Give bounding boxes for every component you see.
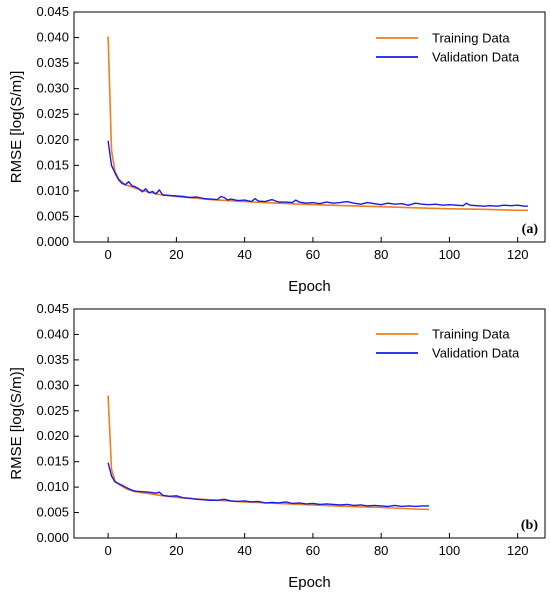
x-tick-label: 20 xyxy=(169,247,183,262)
y-tick-label: 0.040 xyxy=(36,326,69,341)
legend-label: Training Data xyxy=(432,31,510,46)
y-tick-label: 0.045 xyxy=(36,301,69,316)
y-tick-label: 0.030 xyxy=(36,81,69,96)
y-tick-label: 0.035 xyxy=(36,55,69,70)
y-tick-label: 0.005 xyxy=(36,208,69,223)
x-tick-label: 100 xyxy=(439,247,461,262)
x-tick-label: 0 xyxy=(105,543,112,558)
x-tick-label: 80 xyxy=(374,247,388,262)
y-tick-label: 0.015 xyxy=(36,157,69,172)
x-tick-label: 60 xyxy=(306,543,320,558)
chart-panel-0: 0.000 0.005 0.010 0.015 0.020 0.025 0.030 0.035… xyxy=(8,4,546,295)
series-line-validation xyxy=(107,140,528,207)
x-tick-label: 120 xyxy=(507,543,529,558)
y-tick-label: 0.040 xyxy=(36,30,69,45)
y-tick-label: 0.025 xyxy=(36,106,69,121)
y-tick-label: 0.030 xyxy=(36,377,69,392)
y-tick-label: 0.010 xyxy=(36,479,69,494)
legend-label: Validation Data xyxy=(432,50,520,65)
legend-label: Training Data xyxy=(432,327,510,342)
x-tick-label: 80 xyxy=(374,543,388,558)
x-tick-label: 40 xyxy=(237,247,251,262)
y-tick-label: 0.045 xyxy=(36,4,69,19)
y-tick-label: 0.015 xyxy=(36,454,69,469)
y-tick-label: 0.000 xyxy=(36,234,69,249)
y-tick-label: 0.020 xyxy=(36,428,69,443)
series-line-validation xyxy=(107,462,429,508)
x-axis-title: Epoch xyxy=(288,278,331,295)
y-tick-label: 0.020 xyxy=(36,132,69,147)
y-tick-label: 0.005 xyxy=(36,505,69,520)
x-tick-label: 40 xyxy=(237,543,251,558)
y-tick-label: 0.010 xyxy=(36,183,69,198)
plot-frame xyxy=(73,11,546,243)
x-tick-label: 120 xyxy=(507,247,529,262)
x-tick-label: 100 xyxy=(439,543,461,558)
x-tick-label: 60 xyxy=(306,247,320,262)
panel-label: (b) xyxy=(521,518,538,533)
x-tick-label: 0 xyxy=(105,247,112,262)
chart-panel-1: 0.000 0.005 0.010 0.015 0.020 0.025 0.030 0.035… xyxy=(8,301,546,591)
y-axis-title: RMSE [log(S/m)] xyxy=(8,367,25,480)
x-tick-label: 20 xyxy=(169,543,183,558)
y-tick-label: 0.000 xyxy=(36,530,69,545)
plot-frame xyxy=(73,308,546,539)
legend-label: Validation Data xyxy=(432,346,520,361)
panel-label: (a) xyxy=(522,222,539,237)
series-line-training xyxy=(107,36,528,212)
y-tick-label: 0.025 xyxy=(36,403,69,418)
x-axis-title: Epoch xyxy=(288,574,331,591)
y-axis-title: RMSE [log(S/m)] xyxy=(8,71,25,184)
y-tick-label: 0.035 xyxy=(36,352,69,367)
